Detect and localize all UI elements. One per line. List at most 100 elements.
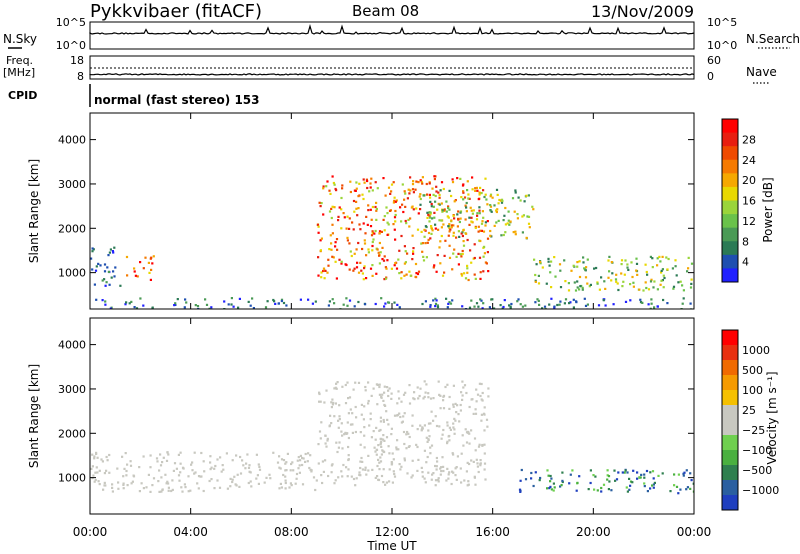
range-gate-cell xyxy=(647,303,650,306)
range-gate-cell xyxy=(117,487,120,490)
range-gate-cell xyxy=(330,401,333,404)
range-gate-cell xyxy=(412,247,415,250)
range-gate-cell xyxy=(483,468,486,471)
range-gate-cell xyxy=(344,263,347,266)
range-gate-cell xyxy=(461,231,464,234)
range-gate-cell xyxy=(447,225,450,228)
range-gate-cell xyxy=(427,422,431,425)
range-gate-cell xyxy=(652,483,655,486)
range-gate-cell xyxy=(263,481,266,484)
range-gate-cell xyxy=(420,429,423,432)
range-gate-cell xyxy=(656,264,659,267)
range-gate-cell xyxy=(466,180,469,183)
range-gate-cell xyxy=(161,461,164,464)
range-gate-cell xyxy=(322,213,325,216)
range-gate-cell xyxy=(500,234,503,237)
range-gate-cell xyxy=(478,382,481,385)
range-gate-cell xyxy=(458,420,461,423)
range-gate-cell xyxy=(468,462,471,466)
range-gate-cell xyxy=(503,214,506,217)
range-gate-cell xyxy=(640,473,643,476)
range-gate-cell xyxy=(180,486,183,489)
range-gate-cell xyxy=(457,217,460,220)
range-gate-cell xyxy=(470,209,473,212)
range-gate-cell xyxy=(483,252,486,255)
range-gate-cell xyxy=(476,393,480,396)
range-gate-cell xyxy=(630,261,633,264)
range-gate-cell xyxy=(386,259,389,262)
range-gate-cell xyxy=(411,188,415,191)
range-gate-cell xyxy=(495,188,499,191)
range-gate-cell xyxy=(431,473,434,476)
range-gate-cell xyxy=(330,406,333,409)
range-gate-cell xyxy=(642,289,645,292)
range-gate-cell xyxy=(330,207,333,210)
range-gate-cell xyxy=(487,270,490,273)
range-gate-cell xyxy=(96,471,99,474)
range-gate-cell xyxy=(247,481,250,485)
range-gate-cell xyxy=(177,474,181,477)
range-gate-cell xyxy=(595,266,598,270)
range-gate-cell xyxy=(97,262,100,265)
range-gate-cell xyxy=(389,192,392,195)
range-gate-cell xyxy=(620,272,623,275)
date-title: 13/Nov/2009 xyxy=(591,2,694,21)
range-gate-cell xyxy=(338,206,341,209)
range-gate-cell xyxy=(438,219,441,222)
range-gate-cell xyxy=(448,208,451,211)
range-gate-cell xyxy=(659,283,662,286)
range-gate-cell xyxy=(482,302,485,305)
range-gate-cell xyxy=(216,479,219,482)
range-gate-cell xyxy=(475,388,478,391)
range-gate-cell xyxy=(519,303,522,306)
range-gate-cell xyxy=(416,228,420,231)
colorbar-swatch xyxy=(722,268,738,283)
range-gate-cell xyxy=(448,227,451,230)
range-gate-cell xyxy=(245,462,248,465)
range-gate-cell xyxy=(479,462,482,466)
range-gate-cell xyxy=(326,439,329,442)
range-gate-cell xyxy=(322,185,325,188)
range-gate-cell xyxy=(615,273,618,276)
range-gate-cell xyxy=(651,266,654,269)
range-gate-cell xyxy=(662,298,665,302)
range-gate-cell xyxy=(349,180,352,183)
range-gate-cell xyxy=(477,470,480,474)
range-gate-cell xyxy=(442,399,445,402)
range-gate-cell xyxy=(450,226,453,229)
range-gate-cell xyxy=(249,480,252,483)
range-gate-cell xyxy=(400,400,403,403)
range-gate-cell xyxy=(638,476,641,479)
range-gate-cell xyxy=(401,420,404,423)
range-gate-cell xyxy=(377,478,380,481)
range-gate-cell xyxy=(631,275,634,279)
range-gate-cell xyxy=(610,279,613,282)
range-gate-cell xyxy=(112,270,115,273)
range-gate-cell xyxy=(93,457,96,460)
range-gate-cell xyxy=(320,237,323,240)
range-gate-cell xyxy=(357,271,361,274)
xtick-label: 20:00 xyxy=(576,525,611,539)
range-gate-cell xyxy=(442,428,445,432)
range-gate-cell xyxy=(574,289,578,292)
range-gate-cell xyxy=(575,301,578,304)
range-gate-cell xyxy=(465,232,468,235)
range-gate-cell xyxy=(617,471,620,474)
range-gate-cell xyxy=(461,184,465,187)
range-gate-cell xyxy=(390,461,393,464)
range-gate-cell xyxy=(471,176,474,179)
range-gate-cell xyxy=(392,223,395,226)
range-gate-cell xyxy=(438,246,441,249)
range-gate-cell xyxy=(152,477,156,480)
range-gate-cell xyxy=(600,276,603,279)
range-gate-cell xyxy=(363,405,366,408)
range-gate-cell xyxy=(417,458,420,461)
range-gate-cell xyxy=(553,486,556,489)
colorbar-tick: 20 xyxy=(742,174,756,187)
range-gate-cell xyxy=(366,223,369,226)
range-gate-cell xyxy=(507,210,510,213)
range-gate-cell xyxy=(638,288,641,291)
range-gate-cell xyxy=(434,305,437,308)
range-gate-cell xyxy=(291,461,294,464)
range-gate-cell xyxy=(672,287,675,290)
